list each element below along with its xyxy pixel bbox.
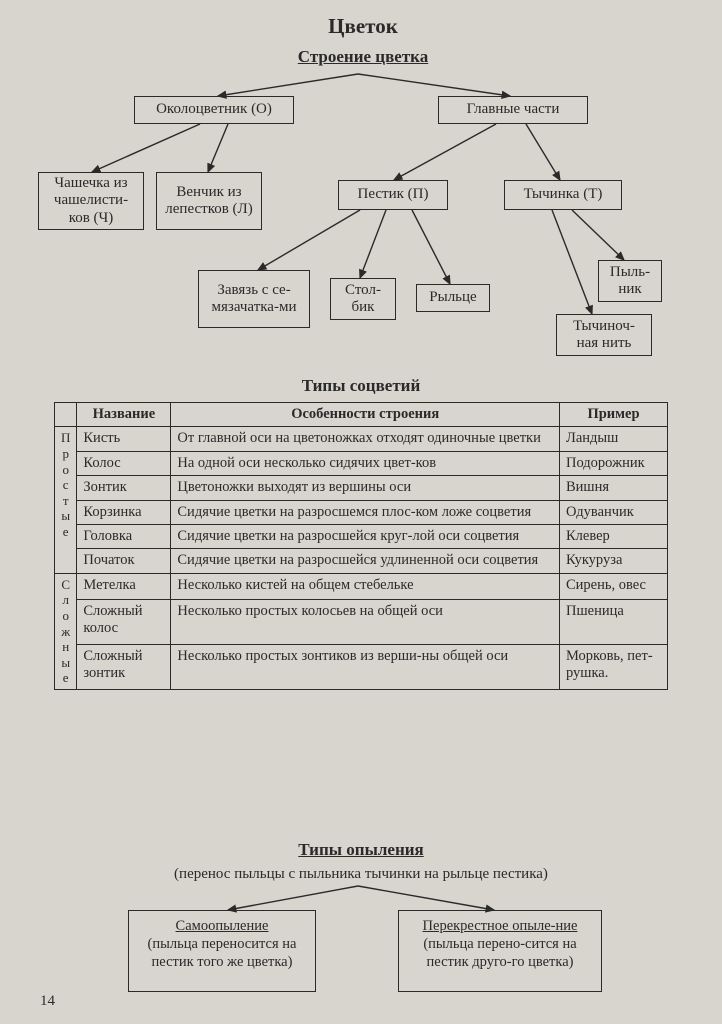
node-ovary: Завязь с се-мязачатка-ми: [198, 270, 310, 328]
node-perianth: Околоцветник (О): [134, 96, 294, 124]
table-row: Сложный колосНесколько простых колосьев …: [55, 599, 668, 644]
cell: Метелка: [77, 573, 171, 599]
inflorescence-table: Название Особенности строения Пример Про…: [54, 402, 668, 690]
node-main_parts: Главные части: [438, 96, 588, 124]
table-row: ЗонтикЦветоножки выходят из вершины осиВ…: [55, 476, 668, 500]
group-label: Сложные: [55, 573, 77, 689]
cell: Кисть: [77, 427, 171, 451]
node-stigma: Рыльце: [416, 284, 490, 312]
cell: Колос: [77, 451, 171, 475]
pollination-right: Перекрестное опыле-ние(пыльца перено-сит…: [398, 910, 602, 992]
table-heading: Типы соцветий: [0, 376, 722, 396]
cell: Клевер: [560, 524, 668, 548]
cell: Зонтик: [77, 476, 171, 500]
cell: Подорожник: [560, 451, 668, 475]
cell: Сложный зонтик: [77, 644, 171, 689]
table-corner: [55, 403, 77, 427]
cell: Початок: [77, 549, 171, 573]
table-row: КорзинкаСидячие цветки на разросшемся пл…: [55, 500, 668, 524]
cell: Сидячие цветки на разросшейся круг-лой о…: [171, 524, 560, 548]
pollination-left: Самоопыление(пыльца переносится на пести…: [128, 910, 316, 992]
table-row: ГоловкаСидячие цветки на разросшейся кру…: [55, 524, 668, 548]
cell: Несколько простых зонтиков из верши-ны о…: [171, 644, 560, 689]
col-example: Пример: [560, 403, 668, 427]
cell: Сидячие цветки на разросшейся удлиненной…: [171, 549, 560, 573]
cell: Несколько простых колосьев на общей оси: [171, 599, 560, 644]
node-filament: Тычиноч-ная нить: [556, 314, 652, 356]
node-pistil: Пестик (П): [338, 180, 448, 210]
node-style: Стол-бик: [330, 278, 396, 320]
cell: Сирень, овес: [560, 573, 668, 599]
cell: От главной оси на цветоножках отходят од…: [171, 427, 560, 451]
page-number: 14: [40, 993, 55, 1010]
diagram2-subheading: (перенос пыльцы с пыльника тычинки на ры…: [0, 866, 722, 883]
node-calyx: Чашечка из чашелисти-ков (Ч): [38, 172, 144, 230]
cell: Пшеница: [560, 599, 668, 644]
table-row: СложныеМетелкаНесколько кистей на общем …: [55, 573, 668, 599]
table-row: ПростыеКистьОт главной оси на цветоножка…: [55, 427, 668, 451]
node-stamen: Тычинка (Т): [504, 180, 622, 210]
cell: Морковь, пет-рушка.: [560, 644, 668, 689]
cell: На одной оси несколько сидячих цвет-ков: [171, 451, 560, 475]
col-features: Особенности строения: [171, 403, 560, 427]
cell: Вишня: [560, 476, 668, 500]
col-name: Название: [77, 403, 171, 427]
node-corolla: Венчик из лепестков (Л): [156, 172, 262, 230]
table-row: ПочатокСидячие цветки на разросшейся удл…: [55, 549, 668, 573]
cell: Ландыш: [560, 427, 668, 451]
cell: Одуванчик: [560, 500, 668, 524]
cell: Кукуруза: [560, 549, 668, 573]
node-anther: Пыль-ник: [598, 260, 662, 302]
table-row: КолосНа одной оси несколько сидячих цвет…: [55, 451, 668, 475]
cell: Сидячие цветки на разросшемся плос-ком л…: [171, 500, 560, 524]
table-row: Сложный зонтикНесколько простых зонтиков…: [55, 644, 668, 689]
cell: Несколько кистей на общем стебельке: [171, 573, 560, 599]
group-label: Простые: [55, 427, 77, 573]
diagram1-heading: Строение цветка: [38, 47, 688, 67]
diagram2-heading: Типы опыления: [0, 840, 722, 860]
cell: Сложный колос: [77, 599, 171, 644]
cell: Цветоножки выходят из вершины оси: [171, 476, 560, 500]
page-title: Цветок: [38, 14, 688, 39]
cell: Головка: [77, 524, 171, 548]
cell: Корзинка: [77, 500, 171, 524]
